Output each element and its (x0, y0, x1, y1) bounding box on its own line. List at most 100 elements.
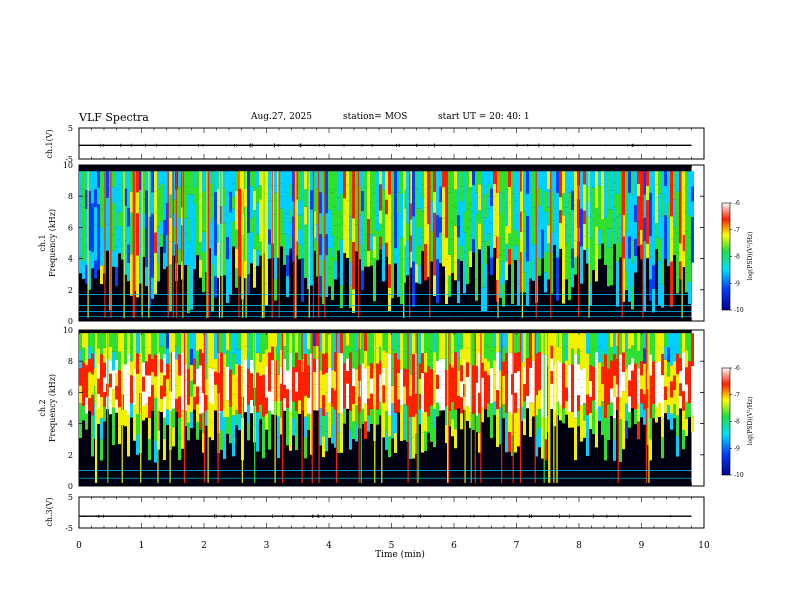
spectrogram-cell (289, 222, 292, 236)
spectrogram-cell (538, 352, 541, 372)
y-tick-label: 2 (68, 451, 73, 460)
spectrogram-cell (82, 347, 85, 363)
spectrogram-cell (316, 333, 319, 347)
spectrogram-cell (358, 215, 361, 230)
spectrogram-cell (169, 287, 172, 312)
sferic-line (357, 171, 360, 318)
spectrogram-cell (352, 350, 355, 369)
spectrogram-cell (319, 370, 322, 390)
spectrogram-cell (118, 388, 121, 408)
spectrogram-cell (313, 358, 316, 372)
spectrogram-cell (550, 396, 553, 409)
spectrogram-cell (451, 188, 454, 206)
spectrogram-cell (385, 214, 388, 229)
spectrogram-cell (298, 400, 301, 414)
spectrogram-cell (685, 367, 688, 385)
spectrogram-cell (421, 171, 424, 185)
spectrogram-cell (379, 197, 382, 211)
spectrogram-cell (277, 416, 280, 438)
spectrogram-cell (394, 186, 397, 202)
spectrogram-cell (457, 259, 460, 282)
spectrogram-cell (487, 221, 490, 234)
spectrogram-cell (442, 384, 445, 398)
spectrogram-cell (655, 333, 658, 349)
spectrogram-cell (466, 391, 469, 407)
spectrogram-cell (340, 262, 343, 286)
spectrogram-cell (514, 171, 517, 187)
spectrogram-cell (679, 358, 682, 371)
spectrogram-cell (292, 333, 295, 351)
spectrogram-cell (601, 401, 604, 418)
spectrogram-cell (547, 189, 550, 208)
spectrogram-cell (643, 409, 646, 425)
spectrogram-cell (511, 415, 514, 436)
spectrogram-cell (445, 193, 448, 216)
spectrogram-cell (421, 333, 424, 354)
spectrogram-cell (199, 188, 202, 207)
spectrogram-cell (100, 227, 103, 247)
spectrogram-cell (124, 171, 127, 189)
spectrogram-cell (190, 348, 193, 365)
spectrogram-cell (559, 184, 562, 198)
spectrogram-cell (247, 171, 250, 192)
spectrogram-cell (511, 237, 514, 260)
spectrogram-cell (88, 270, 91, 290)
spectrogram-cell (316, 259, 319, 277)
spectrogram-cell (292, 201, 295, 217)
y-tick-label: 6 (68, 223, 73, 232)
spectrogram-cell (661, 262, 664, 285)
spectrogram-cell (442, 171, 445, 188)
spectrogram-cell (202, 353, 205, 373)
sferic-line (417, 333, 419, 483)
sferic-line (301, 333, 303, 483)
spectrogram-cell (418, 246, 421, 266)
spectrogram-cell (289, 411, 292, 432)
spectrogram-cell (316, 188, 319, 207)
spectrogram-cell (667, 218, 670, 235)
spectrogram-cell (400, 282, 403, 305)
spectrogram-cell (688, 389, 691, 404)
spectrogram-cell (418, 348, 421, 364)
spectrogram-cell (91, 203, 94, 220)
spectrogram-cell (595, 171, 598, 190)
sferic-line (157, 333, 159, 483)
spectrogram-cell (406, 258, 409, 276)
spectrogram-cell (190, 364, 193, 381)
spectrogram-cell (547, 207, 550, 226)
spectrogram-cell (598, 185, 601, 201)
spectrogram-cell (667, 361, 670, 377)
spectrogram-cell (523, 401, 526, 419)
spectrogram-cell (514, 353, 517, 373)
spectrogram-cell (409, 235, 412, 252)
spectrogram-cell (283, 397, 286, 411)
spectrogram-cell (385, 430, 388, 450)
spectrogram-cell (616, 345, 619, 359)
spectrogram-cell (232, 394, 235, 416)
spectrogram-cell (625, 421, 628, 439)
spectrogram-cell (472, 349, 475, 366)
spectrogram-cell (484, 241, 487, 265)
spectrogram-cell (424, 392, 427, 412)
spectrogram-cell (223, 375, 226, 397)
spectrogram-cell (178, 171, 181, 187)
spectrogram-cell (232, 233, 235, 247)
spectrogram-cell (541, 354, 544, 375)
spectrogram-cell (325, 411, 328, 432)
spectrogram-cell (184, 249, 187, 266)
spectrogram-cell (583, 236, 586, 251)
spectrogram-cell (379, 401, 382, 416)
colorbar-tick-label: -7 (734, 227, 740, 234)
spectrogram-cell (667, 202, 670, 219)
spectrogram-cell (607, 368, 610, 387)
spectrogram-cell (472, 198, 475, 212)
spectrogram-cell (220, 352, 223, 373)
spectrogram-cell (175, 385, 178, 399)
spectrogram-cell (604, 218, 607, 234)
spectrogram-cell (352, 265, 355, 290)
spectrogram-cell (169, 241, 172, 265)
spectrogram-cell (304, 206, 307, 225)
spectrogram-cell (421, 372, 424, 393)
spectrogram-cell (268, 200, 271, 215)
spectrogram-cell (502, 171, 505, 194)
spectrogram-cell (322, 259, 325, 283)
